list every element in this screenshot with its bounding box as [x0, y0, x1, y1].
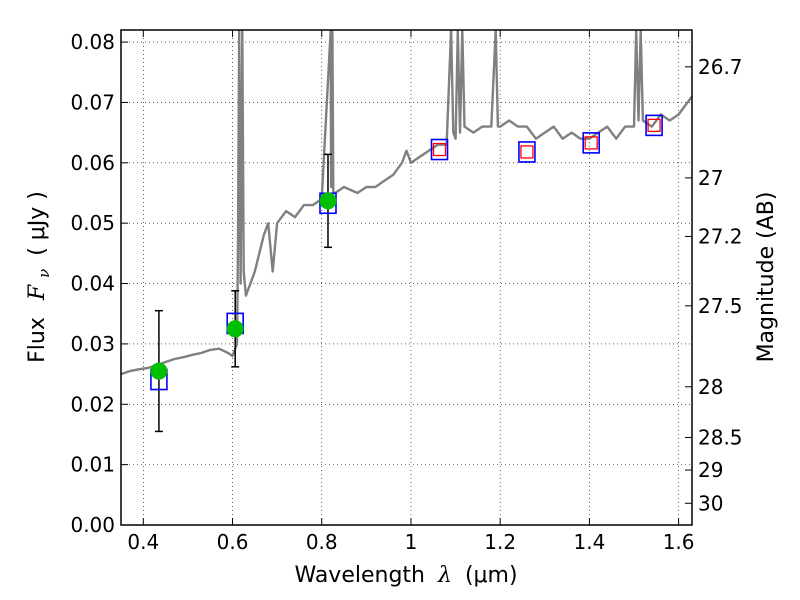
y-tick-label: 0.07	[70, 90, 115, 114]
x-tick-label: 0.4	[127, 530, 159, 554]
y-tick-label: 0.01	[70, 453, 115, 477]
x-tick-label: 0.6	[217, 530, 249, 554]
y2-tick-label: 27	[698, 166, 723, 190]
y2-tick-label: 29	[698, 458, 723, 482]
x-axis-label-unit: (μm)	[465, 563, 518, 588]
tick-labels: 0.4 0.6 0.8 1 1.2 1.4 1.6 0.00 0.01 0.02 0.03 0.04 0…	[70, 30, 742, 554]
y-tick-label: 0.02	[70, 392, 115, 416]
model-point-blue	[582, 132, 600, 154]
model-point-blue	[518, 141, 536, 163]
y-axis-label: Flux F ν ( μJy )	[25, 191, 55, 363]
y2-tick-label: 26.7	[698, 55, 743, 79]
y2-tick-label: 27.2	[698, 224, 743, 248]
y-axis-label-symbol: F	[25, 284, 50, 301]
model-point-blue	[430, 138, 449, 161]
plot-frame	[120, 29, 693, 526]
x-axis-label-prefix: Wavelength	[294, 563, 425, 588]
y-axis-label-prefix: Flux	[25, 317, 50, 363]
y2-tick-label: 30	[698, 491, 723, 515]
y2-tick-label: 27.5	[698, 294, 743, 318]
y-tick-label: 0.04	[70, 272, 115, 296]
y2-tick-label: 28.5	[698, 425, 743, 449]
y-tick-label: 0.08	[70, 30, 115, 54]
y-axis-label-subscript: ν	[35, 269, 53, 278]
x-tick-label: 1.2	[484, 530, 516, 554]
model-point-red	[647, 118, 661, 133]
photometry-layer	[150, 114, 663, 433]
observed-point	[319, 192, 337, 210]
x-tick-label: 1	[405, 530, 418, 554]
y2-axis-label: Magnitude (AB)	[754, 192, 779, 363]
model-point-blue	[645, 114, 663, 137]
y-tick-label: 0.05	[70, 211, 115, 235]
model-point-red	[432, 142, 447, 157]
x-tick-label: 0.8	[306, 530, 338, 554]
x-tick-label: 1.4	[573, 530, 605, 554]
observed-point	[226, 320, 244, 338]
grid-lines	[121, 30, 692, 525]
y-tick-label: 0.06	[70, 151, 115, 175]
y-axis-label-unit: ( μJy )	[25, 191, 50, 256]
y-tick-label: 0.03	[70, 332, 115, 356]
spectrum-layer	[121, 30, 692, 376]
spectrum-line	[121, 30, 692, 376]
y-tick-label: 0.00	[70, 513, 115, 537]
x-tick-label: 1.6	[663, 530, 695, 554]
x-axis-label: Wavelength λ (μm)	[294, 563, 517, 588]
tick-marks	[121, 30, 692, 526]
y2-tick-label: 28	[698, 375, 723, 399]
observed-point	[150, 362, 168, 380]
x-axis-label-symbol: λ	[437, 563, 452, 588]
model-point-red	[584, 136, 598, 150]
model-point-red	[520, 145, 534, 159]
